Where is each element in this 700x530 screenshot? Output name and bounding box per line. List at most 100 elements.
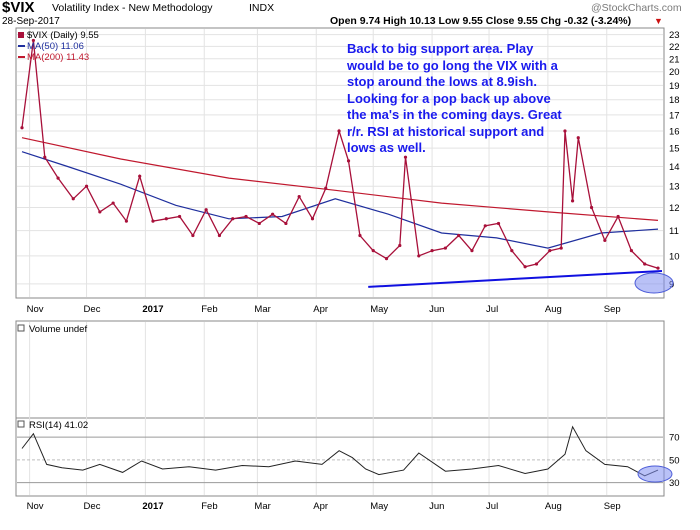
vix-price-point (346, 159, 351, 163)
vix-price-point (570, 199, 575, 203)
vix-price-point (523, 265, 527, 269)
price-x-tick-label: Jul (486, 304, 498, 315)
rsi-x-tick-label: Jun (429, 501, 444, 512)
volume-label: Volume undef (29, 324, 87, 335)
watermark: @StockCharts.com (591, 2, 682, 14)
rsi-x-tick-label: Feb (201, 501, 217, 512)
vix-price-point (443, 246, 447, 250)
ma200-line (21, 137, 659, 221)
legend-ma200: MA(200) 11.43 (27, 52, 89, 63)
price-legend: $VIX (Daily) 9.55 MA(50) 11.06 MA(200) 1… (18, 30, 99, 63)
rsi-x-tick-label: Nov (27, 501, 44, 512)
price-x-tick-label: Apr (313, 304, 328, 315)
ma50-line (21, 151, 659, 249)
price-y-tick-label: 22 (669, 42, 680, 53)
support-highlight-rsi (637, 465, 673, 483)
vix-price-point (217, 233, 222, 238)
rsi-x-tick-label: Mar (254, 501, 270, 512)
vix-price-point (257, 221, 261, 226)
rsi-legend: RSI(14) 41.02 (17, 420, 88, 431)
rsi-line (21, 425, 659, 477)
chart-date: 28-Sep-2017 (2, 16, 60, 27)
vix-price-point (191, 233, 195, 238)
vix-price-point (616, 214, 620, 219)
legend-ma50: MA(50) 11.06 (27, 41, 84, 52)
price-y-tick-label: 11 (669, 226, 679, 237)
volume-panel (15, 320, 665, 419)
rsi-x-tick-label: Sep (604, 501, 621, 512)
price-x-tick-label: Sep (604, 304, 621, 315)
price-y-tick-label: 17 (669, 110, 680, 121)
rsi-series-layer (21, 425, 659, 477)
price-x-tick-label: Jun (429, 304, 444, 315)
price-y-tick-label: 15 (669, 144, 680, 155)
vix-price-point (629, 249, 634, 253)
vix-price-point (151, 219, 155, 223)
volume-legend: Volume undef (17, 324, 87, 335)
rsi-y-tick-label: 30 (669, 478, 680, 489)
rsi-panel (15, 417, 665, 497)
price-y-tick-label: 21 (669, 54, 680, 65)
legend-price: $VIX (Daily) 9.55 (27, 30, 99, 41)
vix-price-point (534, 262, 539, 266)
price-y-tick-label: 13 (669, 182, 680, 193)
vix-price-point (204, 208, 208, 212)
rsi-x-tick-label: 2017 (142, 501, 163, 512)
vix-price-line (21, 40, 659, 269)
vix-price-point (603, 238, 607, 243)
price-y-tick-label: 23 (669, 30, 680, 41)
vix-price-point (177, 214, 182, 219)
support-trendline (368, 269, 663, 288)
support-highlight-price (634, 272, 674, 294)
vix-price-point (56, 176, 60, 180)
vix-price-point (371, 249, 375, 253)
price-x-tick-label: Nov (27, 304, 44, 315)
vix-price-point (457, 233, 461, 238)
price-x-tick-label: 2017 (142, 304, 163, 315)
vix-price-point (496, 221, 501, 226)
price-x-tick-label: Feb (201, 304, 217, 315)
price-series-layer (20, 38, 663, 288)
chart-exchange: INDX (249, 2, 274, 14)
vix-price-point (548, 249, 552, 253)
vix-price-point (297, 195, 301, 199)
price-panel (15, 27, 665, 299)
vix-price-point (124, 219, 129, 223)
rsi-y-tick-label: 50 (669, 455, 680, 466)
chart-instrument-name: Volatility Index - New Methodology (52, 2, 213, 14)
vix-price-point (98, 210, 102, 214)
price-y-tick-label: 18 (669, 95, 680, 106)
vix-price-point (310, 217, 315, 221)
vix-price-point (384, 256, 389, 261)
vix-price-point (164, 217, 168, 221)
price-y-tick-label: 16 (669, 127, 680, 138)
vix-price-point (589, 205, 594, 210)
vix-price-point (244, 214, 248, 219)
chart-ohlc: Open 9.74 High 10.13 Low 9.55 Close 9.55… (330, 15, 631, 27)
price-x-tick-label: Dec (84, 304, 101, 315)
vix-price-point (284, 221, 288, 226)
price-y-tick-label: 19 (669, 81, 680, 92)
vix-price-point (111, 201, 115, 205)
vix-price-point (483, 224, 487, 228)
price-y-tick-label: 14 (669, 162, 680, 173)
chart-annotation-text: Back to big support area. Play would be … (347, 41, 562, 155)
vix-price-point (271, 212, 275, 216)
vix-price-point (358, 233, 362, 238)
vix-price-point (231, 217, 235, 221)
price-y-tick-label: 20 (669, 67, 680, 78)
rsi-x-tick-label: Aug (545, 501, 562, 512)
vix-price-point (398, 243, 402, 248)
vix-price-point (430, 249, 434, 253)
vix-price-point (337, 129, 341, 133)
price-y-tick-label: 10 (669, 251, 680, 262)
vix-price-point (20, 126, 24, 130)
rsi-x-tick-label: Jul (486, 501, 498, 512)
ohlc-down-arrow: ▼ (654, 16, 663, 26)
vix-price-point (510, 249, 514, 253)
vix-price-point (656, 266, 660, 270)
axis-layer: NovNovDecDec20172017FebFebMarMarAprAprMa… (27, 30, 680, 512)
vix-price-point (576, 136, 580, 140)
vix-price-point (559, 246, 563, 250)
